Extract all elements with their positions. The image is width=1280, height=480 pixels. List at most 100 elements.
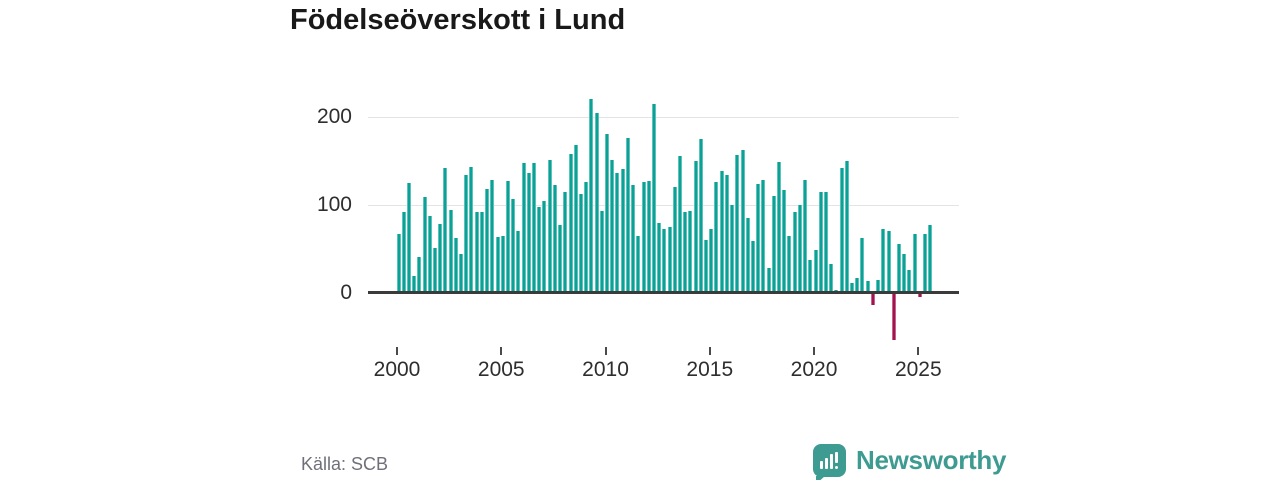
bar-2022-Q3 — [865, 281, 870, 293]
bar-2013-Q3 — [678, 156, 682, 293]
bar-2020-Q3 — [823, 192, 828, 293]
bar-2012-Q2 — [651, 104, 656, 293]
bar-2023-Q4 — [891, 294, 896, 340]
gridline-200 — [368, 116, 959, 118]
x-axis-tick-2020 — [813, 347, 816, 355]
x-axis-tick-2025 — [917, 347, 920, 355]
bar-2019-Q2 — [797, 204, 802, 293]
bar-2013-Q4 — [683, 212, 688, 293]
bar-2008-Q2 — [568, 154, 573, 293]
bar-2002-Q1 — [438, 223, 443, 293]
bar-2005-Q3 — [511, 199, 516, 293]
bar-2004-Q4 — [495, 237, 500, 293]
x-axis-tick-2015 — [708, 347, 711, 355]
bar-2001-Q3 — [427, 215, 432, 293]
y-axis-label-100: 100 — [316, 192, 352, 216]
bar-2000-Q3 — [406, 183, 411, 293]
bar-2007-Q4 — [558, 224, 563, 293]
newsworthy-bubble-chart-icon — [813, 444, 846, 477]
bar-2023-Q2 — [881, 229, 886, 293]
bar-2016-Q1 — [730, 204, 735, 293]
bar-2012-Q4 — [662, 229, 667, 293]
page-title: Födelseöverskott i Lund — [290, 4, 626, 36]
x-axis-label-2015: 2015 — [686, 358, 734, 381]
bar-2007-Q2 — [547, 159, 552, 293]
bar-2019-Q4 — [808, 259, 813, 293]
bar-2007-Q3 — [552, 185, 557, 293]
x-axis-tick-2000 — [396, 347, 398, 355]
bar-2002-Q2 — [443, 168, 448, 293]
bar-2021-Q4 — [850, 282, 855, 293]
bar-2014-Q4 — [704, 239, 709, 293]
bar-2000-Q1 — [396, 234, 401, 293]
bar-2014-Q2 — [693, 161, 698, 293]
x-axis-tick-2010 — [604, 347, 607, 355]
bar-2020-Q1 — [813, 250, 818, 293]
source-label: Källa: SCB — [301, 454, 389, 474]
bar-2010-Q4 — [620, 169, 625, 293]
bar-2008-Q1 — [563, 192, 568, 293]
brand-name: Newsworthy — [856, 445, 1007, 475]
bar-2001-Q1 — [417, 257, 422, 293]
bar-2002-Q4 — [453, 237, 458, 293]
bar-2018-Q2 — [777, 162, 782, 293]
x-axis-label-2000: 2000 — [373, 358, 421, 381]
bar-2017-Q1 — [750, 240, 755, 293]
x-axis-label-2025: 2025 — [894, 358, 942, 381]
bar-2006-Q2 — [526, 172, 531, 293]
bar-2009-Q1 — [584, 181, 589, 293]
bar-2005-Q4 — [516, 230, 521, 293]
y-axis-label-200: 200 — [316, 104, 352, 128]
bar-2004-Q2 — [485, 188, 490, 293]
bar-2002-Q3 — [448, 209, 453, 293]
bar-2007-Q1 — [542, 200, 547, 293]
bar-2006-Q4 — [537, 207, 542, 293]
bar-2010-Q1 — [605, 134, 610, 293]
bar-2011-Q2 — [631, 185, 636, 293]
speech-bubble-tail-icon — [816, 476, 825, 480]
bar-2016-Q2 — [735, 155, 740, 293]
x-axis-tick-2005 — [500, 347, 503, 355]
bar-2018-Q4 — [787, 236, 792, 293]
bar-2014-Q1 — [688, 210, 693, 293]
bar-2012-Q3 — [657, 222, 662, 293]
bar-2010-Q2 — [610, 159, 615, 293]
bar-2011-Q1 — [625, 137, 630, 293]
bar-2009-Q3 — [594, 112, 599, 293]
bar-2019-Q1 — [792, 212, 797, 293]
x-axis-label-2010: 2010 — [582, 358, 629, 381]
bar-2016-Q4 — [745, 217, 750, 293]
bar-2018-Q1 — [771, 195, 776, 293]
bar-2023-Q1 — [876, 280, 881, 293]
bar-2024-Q1 — [896, 244, 901, 293]
bar-2011-Q4 — [641, 181, 646, 293]
bar-2009-Q4 — [599, 210, 604, 293]
y-axis-label-0: 0 — [340, 280, 352, 304]
bar-2017-Q2 — [756, 184, 761, 293]
bar-2014-Q3 — [698, 139, 703, 293]
bar-2017-Q3 — [761, 179, 766, 293]
bar-2024-Q4 — [912, 233, 917, 293]
bar-2000-Q4 — [412, 275, 417, 293]
bar-2015-Q1 — [709, 229, 714, 293]
x-axis-label-2020: 2020 — [790, 358, 838, 381]
bar-2008-Q4 — [578, 193, 583, 293]
bar-2015-Q3 — [719, 171, 724, 293]
bar-2022-Q4 — [870, 294, 875, 305]
bar-2004-Q1 — [479, 211, 484, 293]
bar-2009-Q2 — [589, 98, 594, 293]
bar-2005-Q1 — [500, 236, 505, 293]
bar-2022-Q1 — [855, 277, 860, 293]
bar-2001-Q2 — [422, 196, 427, 293]
bar-2024-Q2 — [902, 253, 907, 293]
bar-2022-Q2 — [860, 237, 865, 293]
bar-2003-Q1 — [459, 253, 464, 293]
bar-2024-Q3 — [907, 269, 912, 293]
bar-2023-Q3 — [886, 230, 891, 293]
bar-2008-Q3 — [573, 144, 578, 293]
bar-2020-Q2 — [818, 192, 823, 293]
bar-2015-Q2 — [714, 181, 719, 293]
bar-2006-Q3 — [532, 163, 537, 293]
bar-2012-Q1 — [646, 180, 651, 293]
